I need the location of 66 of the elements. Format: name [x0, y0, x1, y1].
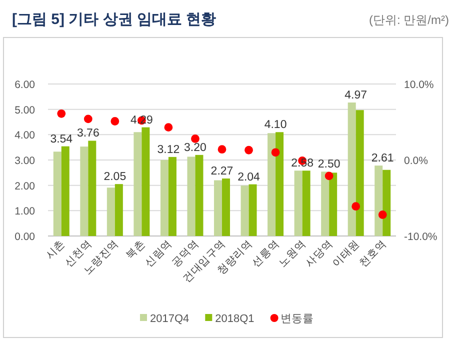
y-tick-label: 2.00	[14, 180, 36, 192]
data-label: 3.12	[157, 144, 180, 156]
y-tick-label: 3.00	[14, 155, 36, 167]
data-label: 2.61	[371, 152, 394, 165]
bar	[374, 166, 383, 236]
point	[378, 210, 387, 219]
bar	[160, 160, 168, 236]
bar	[214, 180, 222, 236]
bar	[268, 133, 276, 236]
x-tick-label: 북촌	[124, 238, 148, 262]
bar	[142, 127, 150, 236]
point	[352, 202, 360, 211]
data-label: 3.54	[50, 133, 74, 146]
y-tick-label: 1.00	[14, 206, 36, 218]
bar	[114, 184, 123, 236]
legend-label: 2017Q4	[150, 313, 190, 325]
bar	[276, 132, 284, 236]
data-label: 4.10	[264, 119, 287, 132]
bar	[61, 146, 70, 236]
bar	[329, 172, 338, 236]
bar	[294, 170, 302, 236]
bar	[106, 188, 115, 236]
y2-tick-label: 0.0%	[404, 155, 428, 167]
bar	[240, 186, 249, 236]
point	[324, 172, 334, 180]
data-label: 3.20	[184, 142, 206, 154]
point	[271, 148, 280, 157]
data-label: 2.27	[210, 165, 234, 178]
point	[244, 146, 253, 154]
bar	[88, 140, 96, 236]
x-tick-label: 시촌	[43, 238, 68, 262]
y-tick-label: 4.00	[14, 130, 36, 142]
bar	[80, 146, 88, 236]
chart-title: [그림 5] 기타 상권 임대료 현황	[12, 11, 216, 28]
bar	[248, 184, 257, 236]
data-label: 2.04	[238, 171, 261, 184]
point	[84, 114, 92, 124]
point	[218, 145, 226, 154]
bar	[195, 154, 204, 236]
y-tick-label: 5.00	[14, 104, 36, 116]
y2-tick-label: 10.0%	[404, 79, 434, 91]
bar	[382, 170, 391, 236]
point	[164, 123, 173, 132]
bar	[356, 110, 364, 236]
bar	[222, 178, 230, 236]
data-label: 2.50	[318, 158, 340, 171]
y-tick-label: 0.00	[14, 231, 36, 243]
bar	[168, 156, 176, 236]
bar	[187, 156, 196, 236]
bar	[321, 172, 330, 236]
chart-subtitle: (단위: 만원/m²)	[369, 13, 449, 27]
point	[110, 117, 120, 126]
data-label: 2.58	[291, 158, 314, 170]
y-tick-label: 6.00	[14, 79, 36, 91]
data-label: 3.76	[76, 128, 100, 140]
y2-tick-label: -10.0%	[404, 231, 438, 243]
legend-label: 변동률	[280, 313, 314, 325]
point	[191, 134, 200, 143]
bar	[134, 132, 142, 236]
bar	[53, 152, 62, 236]
legend-label: 2018Q1	[215, 313, 254, 325]
data-label: 2.05	[104, 171, 126, 184]
data-label: 4.97	[344, 89, 368, 102]
bar	[302, 170, 310, 236]
point	[57, 109, 66, 118]
bar	[348, 102, 356, 236]
